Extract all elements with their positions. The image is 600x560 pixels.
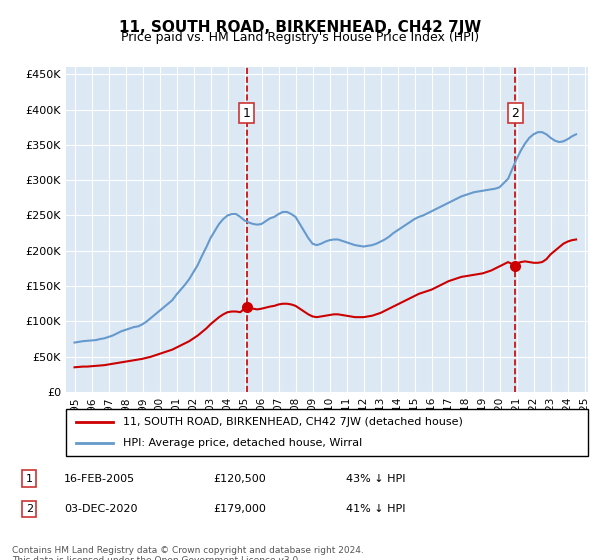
Text: Price paid vs. HM Land Registry's House Price Index (HPI): Price paid vs. HM Land Registry's House … [121,31,479,44]
Text: 11, SOUTH ROAD, BIRKENHEAD, CH42 7JW (detached house): 11, SOUTH ROAD, BIRKENHEAD, CH42 7JW (de… [124,417,463,427]
Text: 1: 1 [242,106,251,120]
Text: 03-DEC-2020: 03-DEC-2020 [64,504,137,514]
Text: 2: 2 [26,504,33,514]
Text: 41% ↓ HPI: 41% ↓ HPI [346,504,406,514]
Text: 1: 1 [26,474,33,484]
Text: 43% ↓ HPI: 43% ↓ HPI [346,474,406,484]
FancyBboxPatch shape [66,409,588,456]
Text: HPI: Average price, detached house, Wirral: HPI: Average price, detached house, Wirr… [124,438,362,448]
Text: Contains HM Land Registry data © Crown copyright and database right 2024.
This d: Contains HM Land Registry data © Crown c… [12,546,364,560]
Text: 2: 2 [511,106,519,120]
Text: 16-FEB-2005: 16-FEB-2005 [64,474,135,484]
Text: 11, SOUTH ROAD, BIRKENHEAD, CH42 7JW: 11, SOUTH ROAD, BIRKENHEAD, CH42 7JW [119,20,481,35]
Text: £120,500: £120,500 [214,474,266,484]
Text: £179,000: £179,000 [214,504,266,514]
